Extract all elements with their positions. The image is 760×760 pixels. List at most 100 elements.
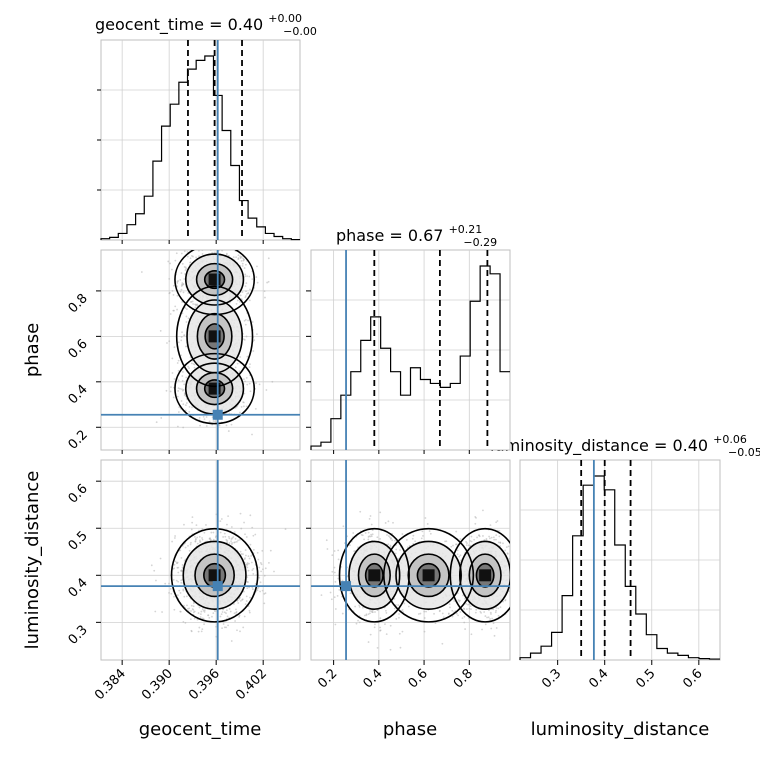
sample-point <box>325 539 328 542</box>
sample-point <box>398 616 400 619</box>
sample-point <box>199 541 202 543</box>
sample-point <box>244 273 247 276</box>
sample-point <box>244 318 247 321</box>
sample-point <box>244 380 246 383</box>
sample-point <box>257 558 260 561</box>
sample-point <box>185 308 188 311</box>
sample-point <box>247 569 250 572</box>
sample-point <box>244 549 247 551</box>
sample-point <box>425 610 427 613</box>
sample-point <box>179 592 182 594</box>
sample-point <box>273 570 275 573</box>
sample-point <box>360 533 363 536</box>
sample-point <box>244 603 247 605</box>
sample-point <box>222 623 225 625</box>
density-peak-0 <box>208 273 221 286</box>
sample-point <box>259 590 262 593</box>
sample-point <box>252 567 255 570</box>
sample-point <box>341 612 344 615</box>
ylabel-phase: phase <box>22 323 43 377</box>
contour-0-2 <box>194 553 235 598</box>
sample-point <box>244 275 247 278</box>
sample-point <box>245 536 248 538</box>
sample-point <box>357 619 359 622</box>
sample-point <box>493 538 496 541</box>
sample-point <box>243 558 246 561</box>
sample-point <box>261 589 264 592</box>
sample-point <box>407 605 410 608</box>
sample-point <box>187 317 190 320</box>
sample-point <box>237 257 240 260</box>
sample-point <box>376 646 379 649</box>
sample-point <box>243 339 246 341</box>
sample-point <box>467 603 469 606</box>
sample-point <box>225 242 227 244</box>
sample-point <box>248 299 251 302</box>
sample-point <box>221 627 223 630</box>
sample-point <box>182 620 185 623</box>
sample-point <box>155 579 157 582</box>
sample-point <box>487 616 490 619</box>
sample-point <box>205 416 208 418</box>
sample-point <box>230 240 232 242</box>
sample-point <box>140 271 143 273</box>
sample-point <box>222 608 224 611</box>
sample-point <box>246 564 248 567</box>
sample-point <box>261 568 264 571</box>
sample-point <box>193 366 196 369</box>
sample-point <box>334 608 337 610</box>
sample-point <box>456 549 459 552</box>
sample-point <box>171 540 174 543</box>
sample-point <box>176 362 179 364</box>
sample-point <box>184 546 187 549</box>
sample-point <box>174 259 177 262</box>
sample-point <box>212 538 215 541</box>
sample-point <box>183 394 186 397</box>
sample-point <box>249 390 252 393</box>
sample-point <box>209 538 212 541</box>
density-peak-2 <box>208 382 221 395</box>
sample-point <box>161 611 163 613</box>
sample-point <box>243 378 245 381</box>
sample-point <box>495 627 498 629</box>
sample-point <box>402 611 405 613</box>
xtick-label-geocent_time-0: 0.384 <box>92 666 129 703</box>
sample-point <box>201 537 203 539</box>
sample-point <box>181 389 184 392</box>
sample-point <box>454 543 457 546</box>
sample-point <box>466 542 468 545</box>
sample-point <box>456 553 459 556</box>
sample-point <box>489 524 492 527</box>
sample-point <box>192 255 194 258</box>
sample-point <box>369 633 372 636</box>
sample-point <box>220 518 223 520</box>
sample-point <box>226 615 229 618</box>
sample-point <box>183 250 186 253</box>
xtick-label-geocent_time-3: 0.402 <box>233 666 270 703</box>
sample-point <box>464 628 467 630</box>
sample-point <box>183 595 186 598</box>
sample-point <box>374 623 376 626</box>
sample-point <box>197 612 200 614</box>
sample-point <box>177 411 180 413</box>
sample-point <box>363 538 365 541</box>
sample-point <box>371 609 374 612</box>
sample-point <box>245 282 248 285</box>
sample-point <box>369 610 372 612</box>
sample-point <box>252 350 255 352</box>
sample-point <box>513 618 515 620</box>
sample-point <box>178 589 181 592</box>
sample-point <box>256 281 259 284</box>
sample-point <box>462 607 465 610</box>
sample-point <box>181 262 184 265</box>
contour-2-2 <box>468 553 502 598</box>
sample-point <box>245 377 248 379</box>
sample-point <box>488 535 491 538</box>
sample-point <box>484 623 487 626</box>
sample-point <box>203 609 206 612</box>
sample-point <box>243 615 246 618</box>
sample-point <box>516 546 518 548</box>
sample-point <box>479 610 482 613</box>
sample-point <box>172 396 175 399</box>
sample-point <box>459 559 462 562</box>
